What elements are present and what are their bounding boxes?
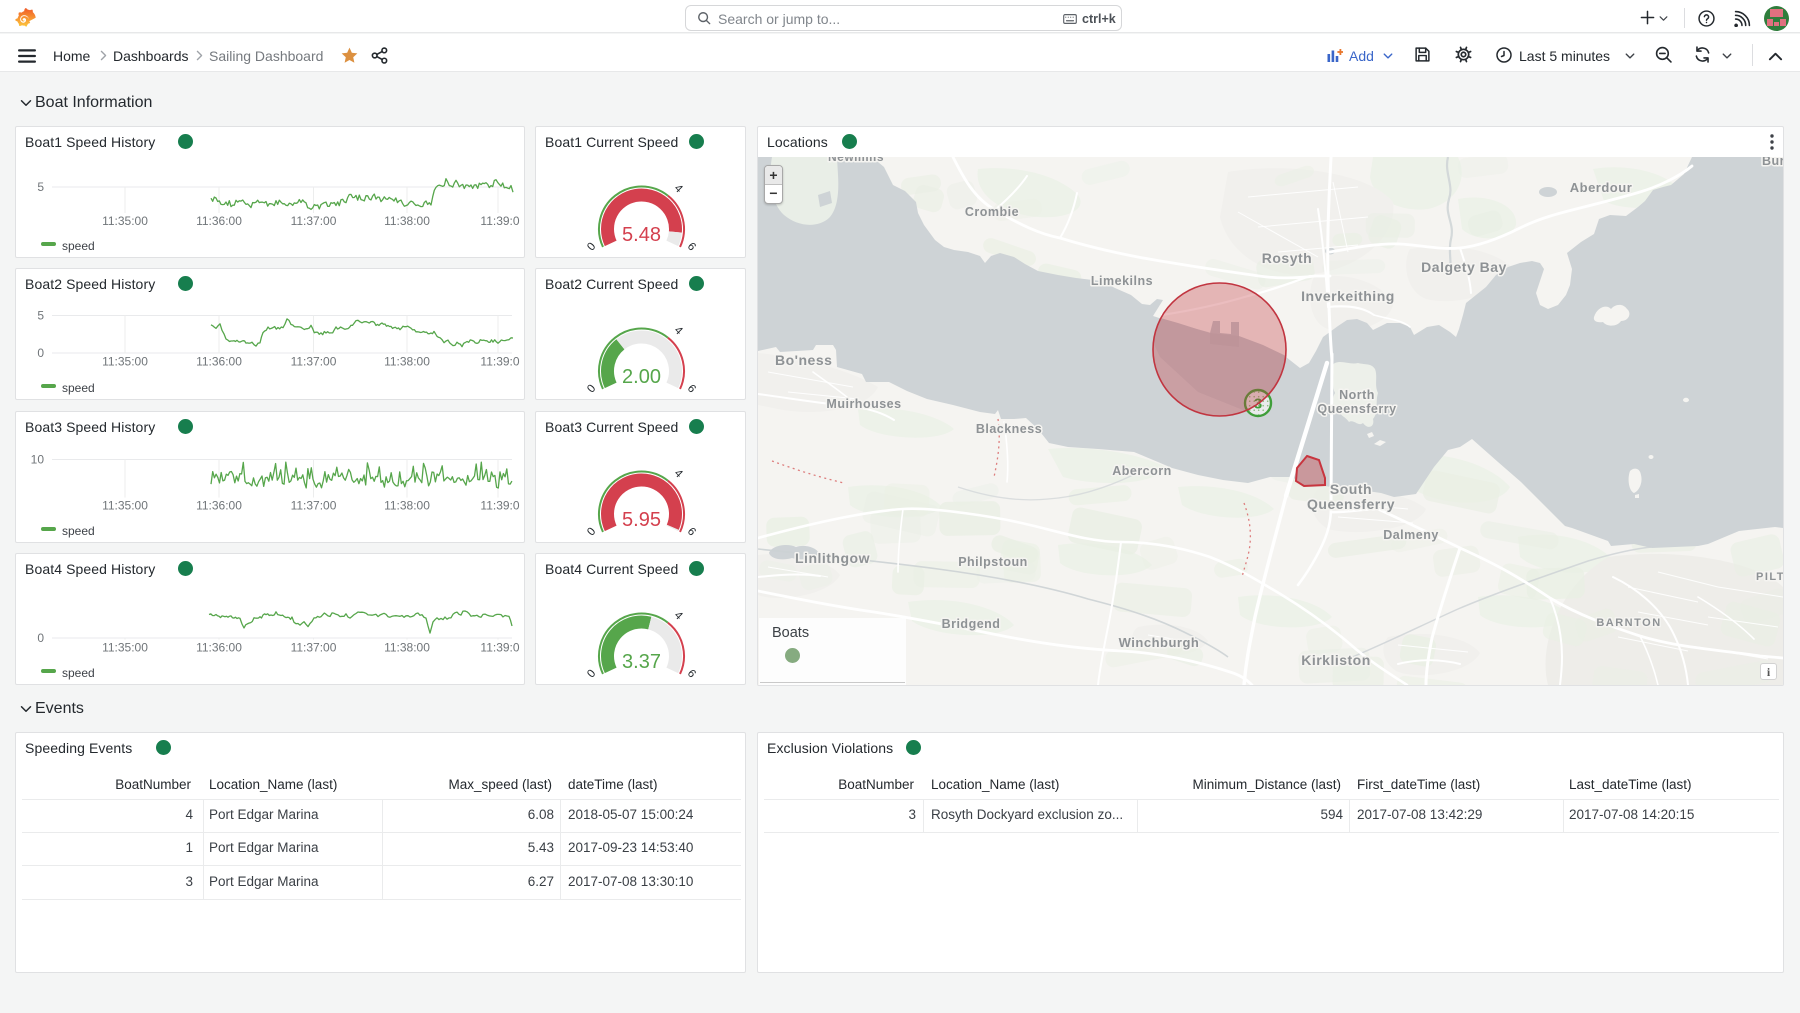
svg-text:Philpstoun: Philpstoun — [958, 555, 1028, 569]
svg-text:Aberdour: Aberdour — [1570, 180, 1633, 195]
svg-text:Kirkliston: Kirkliston — [1301, 652, 1371, 668]
svg-text:Queensferry: Queensferry — [1307, 496, 1395, 512]
svg-text:speed: speed — [62, 381, 95, 395]
svg-text:11:38:00: 11:38:00 — [384, 641, 430, 655]
svg-text:Limekilns: Limekilns — [1091, 274, 1153, 288]
svg-text:11:38:00: 11:38:00 — [384, 214, 430, 228]
svg-text:Abercorn: Abercorn — [1112, 464, 1172, 478]
svg-text:speed: speed — [62, 524, 95, 538]
svg-text:11:37:00: 11:37:00 — [291, 355, 337, 369]
svg-text:11:37:00: 11:37:00 — [291, 214, 337, 228]
svg-text:North: North — [1339, 388, 1375, 402]
svg-text:11:36:00: 11:36:00 — [196, 499, 242, 513]
svg-text:4: 4 — [672, 467, 685, 480]
svg-text:11:36:00: 11:36:00 — [196, 355, 242, 369]
svg-text:4: 4 — [672, 324, 685, 337]
svg-text:2.00: 2.00 — [622, 366, 661, 388]
svg-text:Crombie: Crombie — [965, 205, 1019, 219]
svg-text:11:35:00: 11:35:00 — [102, 214, 148, 228]
svg-text:5: 5 — [37, 309, 44, 323]
svg-text:11:36:00: 11:36:00 — [196, 214, 242, 228]
svg-text:11:37:00: 11:37:00 — [291, 641, 337, 655]
svg-text:South: South — [1330, 481, 1372, 497]
svg-text:Burntisland: Burntisland — [1762, 157, 1783, 168]
svg-text:PILTON: PILTON — [1756, 571, 1783, 583]
svg-text:Blackness: Blackness — [976, 422, 1042, 436]
svg-text:11:39:0: 11:39:0 — [480, 641, 519, 655]
svg-text:Dalmeny: Dalmeny — [1383, 528, 1439, 542]
svg-text:10: 10 — [31, 453, 45, 467]
svg-text:5.95: 5.95 — [622, 509, 661, 531]
svg-text:5.48: 5.48 — [622, 224, 661, 246]
svg-text:0: 0 — [585, 668, 598, 681]
svg-text:Dalgety Bay: Dalgety Bay — [1421, 259, 1507, 275]
svg-text:11:39:0: 11:39:0 — [480, 355, 519, 369]
svg-text:11:38:00: 11:38:00 — [384, 499, 430, 513]
svg-text:speed: speed — [62, 239, 95, 253]
svg-text:Linlithgow: Linlithgow — [795, 550, 870, 566]
svg-text:6: 6 — [685, 383, 698, 396]
svg-text:11:36:00: 11:36:00 — [196, 641, 242, 655]
svg-text:Inverkeithing: Inverkeithing — [1301, 288, 1395, 304]
svg-text:6: 6 — [685, 526, 698, 539]
svg-text:Bridgend: Bridgend — [942, 617, 1001, 631]
svg-text:11:39:0: 11:39:0 — [480, 499, 519, 513]
svg-text:4: 4 — [672, 609, 685, 622]
svg-text:Newmills: Newmills — [828, 157, 884, 164]
svg-text:6: 6 — [685, 241, 698, 254]
svg-text:11:37:00: 11:37:00 — [291, 499, 337, 513]
svg-text:11:39:0: 11:39:0 — [480, 214, 519, 228]
svg-text:0: 0 — [37, 631, 44, 645]
svg-text:0: 0 — [585, 241, 598, 254]
svg-text:0: 0 — [585, 526, 598, 539]
svg-text:BARNTON: BARNTON — [1596, 617, 1661, 629]
svg-text:0: 0 — [585, 383, 598, 396]
svg-text:Queensferry: Queensferry — [1317, 402, 1396, 416]
svg-text:Rosyth: Rosyth — [1262, 250, 1312, 266]
svg-text:Winchburgh: Winchburgh — [1119, 635, 1200, 650]
svg-text:11:35:00: 11:35:00 — [102, 641, 148, 655]
svg-text:5: 5 — [37, 180, 44, 194]
svg-text:11:38:00: 11:38:00 — [384, 355, 430, 369]
svg-text:Muirhouses: Muirhouses — [826, 397, 901, 411]
svg-text:11:35:00: 11:35:00 — [102, 499, 148, 513]
svg-text:11:35:00: 11:35:00 — [102, 355, 148, 369]
svg-text:3.37: 3.37 — [622, 651, 661, 673]
svg-text:0: 0 — [37, 346, 44, 360]
svg-text:Bo'ness: Bo'ness — [775, 352, 832, 368]
svg-text:4: 4 — [672, 182, 685, 195]
svg-text:speed: speed — [62, 666, 95, 680]
svg-text:6: 6 — [685, 668, 698, 681]
